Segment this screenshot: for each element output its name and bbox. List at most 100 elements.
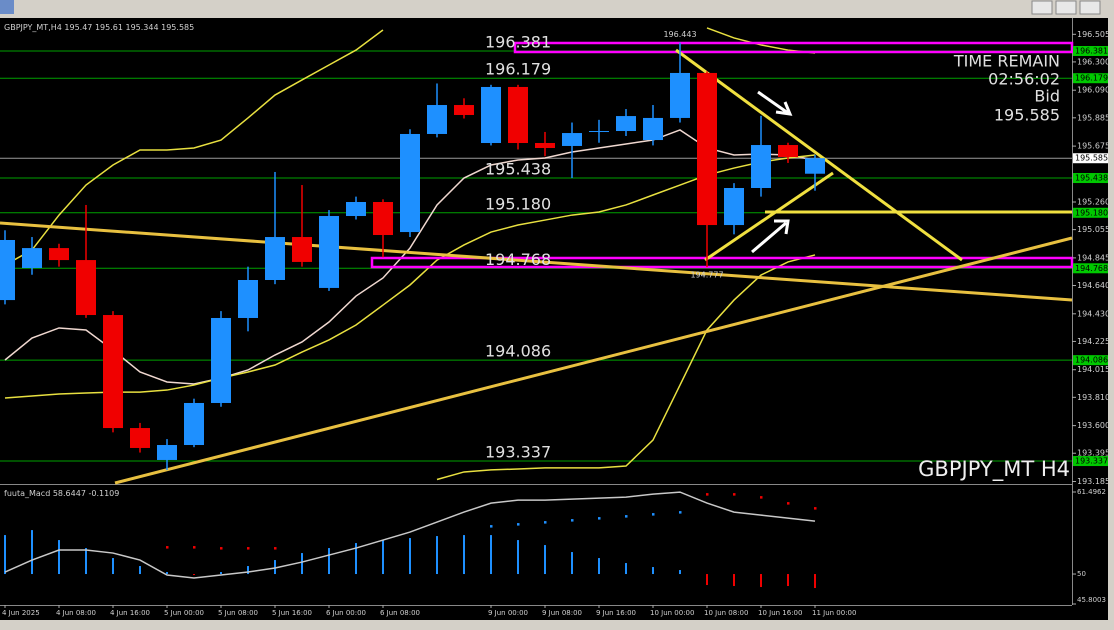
level-axis-box (1073, 173, 1109, 184)
high-reading: 195.61 (95, 23, 123, 32)
candle-body (22, 248, 42, 269)
candle-body (589, 131, 609, 133)
macd-reading: -0.1109 (88, 489, 119, 498)
candle-body (724, 187, 744, 226)
candle-body (670, 72, 690, 118)
x-tick-label: 5 Jun 16:00 (272, 609, 312, 617)
y-tick-label: 196.090 (1077, 86, 1110, 95)
candle-body (157, 445, 177, 460)
y-tick-label: 196.300 (1077, 57, 1110, 66)
macd-dot (220, 547, 223, 550)
y-tick-label: 194.845 (1077, 253, 1110, 262)
zone-box (513, 41, 1074, 54)
x-tick-label: 10 Jun 08:00 (704, 609, 748, 617)
trendline (704, 171, 834, 262)
macd-dot (652, 513, 655, 516)
level-axis-box (1073, 207, 1109, 218)
macd-dot (814, 507, 817, 510)
candle-body (130, 428, 150, 448)
level-label: 195.438 (485, 160, 551, 179)
level-axis-label: 194.768 (1075, 264, 1108, 273)
candle-body (292, 237, 312, 262)
drawings (0, 41, 1074, 485)
candle-body (211, 317, 231, 403)
y-tick-label: 194.430 (1077, 309, 1110, 318)
bid-label: Bid (1034, 87, 1060, 106)
y-tick-label: 195.675 (1077, 142, 1110, 151)
restore-button[interactable] (1055, 0, 1077, 15)
candle-body (508, 86, 528, 144)
peak-label: 196.443 (663, 30, 696, 39)
macd-dot (274, 547, 277, 550)
level-axis-label: 196.381 (1075, 47, 1108, 56)
level-axis-label: 196.179 (1075, 74, 1108, 83)
level-axis-label: 193.337 (1075, 457, 1108, 466)
trendline (114, 236, 1073, 485)
timer-label: TIME REMAIN (953, 52, 1060, 71)
macd-dot (598, 517, 601, 520)
x-tick-label: 4 Jun 2025 (2, 609, 40, 617)
macd-dot (733, 493, 736, 496)
price-axis-box (1073, 153, 1109, 164)
candle-body (805, 158, 825, 174)
macd-dot (490, 525, 493, 528)
y-tick-label: 193.600 (1077, 421, 1110, 430)
level-axis-box (1073, 46, 1109, 57)
macd-dot (166, 546, 169, 549)
minimize-button[interactable] (1031, 0, 1053, 15)
watermark: GBPJPY_MT H4 (918, 457, 1070, 482)
x-tick-label: 6 Jun 08:00 (380, 609, 420, 617)
macd-header: fuuta_Macd 58.6447 -0.1109 (4, 489, 119, 498)
arrow (757, 90, 793, 116)
level-axis-label: 195.438 (1075, 174, 1108, 183)
macd-dot (760, 496, 763, 499)
candle-body (427, 105, 447, 134)
y-tick-label: 194.225 (1077, 337, 1110, 346)
level-axis-label: 195.180 (1075, 208, 1108, 217)
x-tick-label: 4 Jun 16:00 (110, 609, 150, 617)
candle-layer: 196.505 196.300 196.090 195.885 195.675 195.2… (0, 30, 1110, 617)
x-tick-label: 6 Jun 00:00 (326, 609, 366, 617)
macd-y-tick-label: 50 (1077, 570, 1086, 578)
arrow (751, 219, 790, 254)
x-tick-label: 9 Jun 16:00 (596, 609, 636, 617)
x-tick-label: 9 Jun 08:00 (542, 609, 582, 617)
candle-body (481, 86, 501, 144)
x-tick-label: 5 Jun 00:00 (164, 609, 204, 617)
x-tick-label: 10 Jun 16:00 (758, 609, 802, 617)
indicator-layer (0, 27, 1072, 589)
y-tick-label: 195.885 (1077, 113, 1110, 122)
trough-label: 194.777 (690, 271, 723, 280)
x-tick-label: 11 Jun 00:00 (812, 609, 856, 617)
candle-body (562, 133, 582, 146)
x-tick-label: 5 Jun 08:00 (218, 609, 258, 617)
macd-y-tick-label: 61.4962 (1077, 488, 1106, 496)
macd-title: fuuta_Macd (4, 489, 50, 498)
candle-body (454, 105, 474, 115)
close-button[interactable] (1079, 0, 1101, 15)
level-label: 193.337 (485, 443, 551, 462)
title-bar (0, 0, 1114, 18)
chart-area (0, 18, 1108, 620)
trendline (675, 48, 963, 262)
level-label: 196.381 (485, 33, 551, 52)
macd-dot (247, 547, 250, 550)
candle-body (265, 237, 285, 281)
level-label: 195.180 (485, 194, 551, 213)
level-label: 194.086 (485, 342, 551, 361)
level-axis-box (1073, 263, 1109, 274)
indicator-line (436, 254, 816, 481)
level-axis-box (1073, 456, 1109, 467)
macd-reading: 58.6447 (53, 489, 86, 498)
y-tick-label: 194.015 (1077, 365, 1110, 374)
x-tick-label: 9 Jun 00:00 (488, 609, 528, 617)
macd-dot (571, 519, 574, 522)
candle-body (373, 202, 393, 236)
candle-body (697, 72, 717, 226)
zone-box (370, 256, 1074, 269)
price-axis-label: 195.585 (1075, 154, 1108, 163)
candle-body (535, 143, 555, 148)
macd-dot (679, 511, 682, 514)
timer-value: 02:56:02 (988, 70, 1060, 89)
